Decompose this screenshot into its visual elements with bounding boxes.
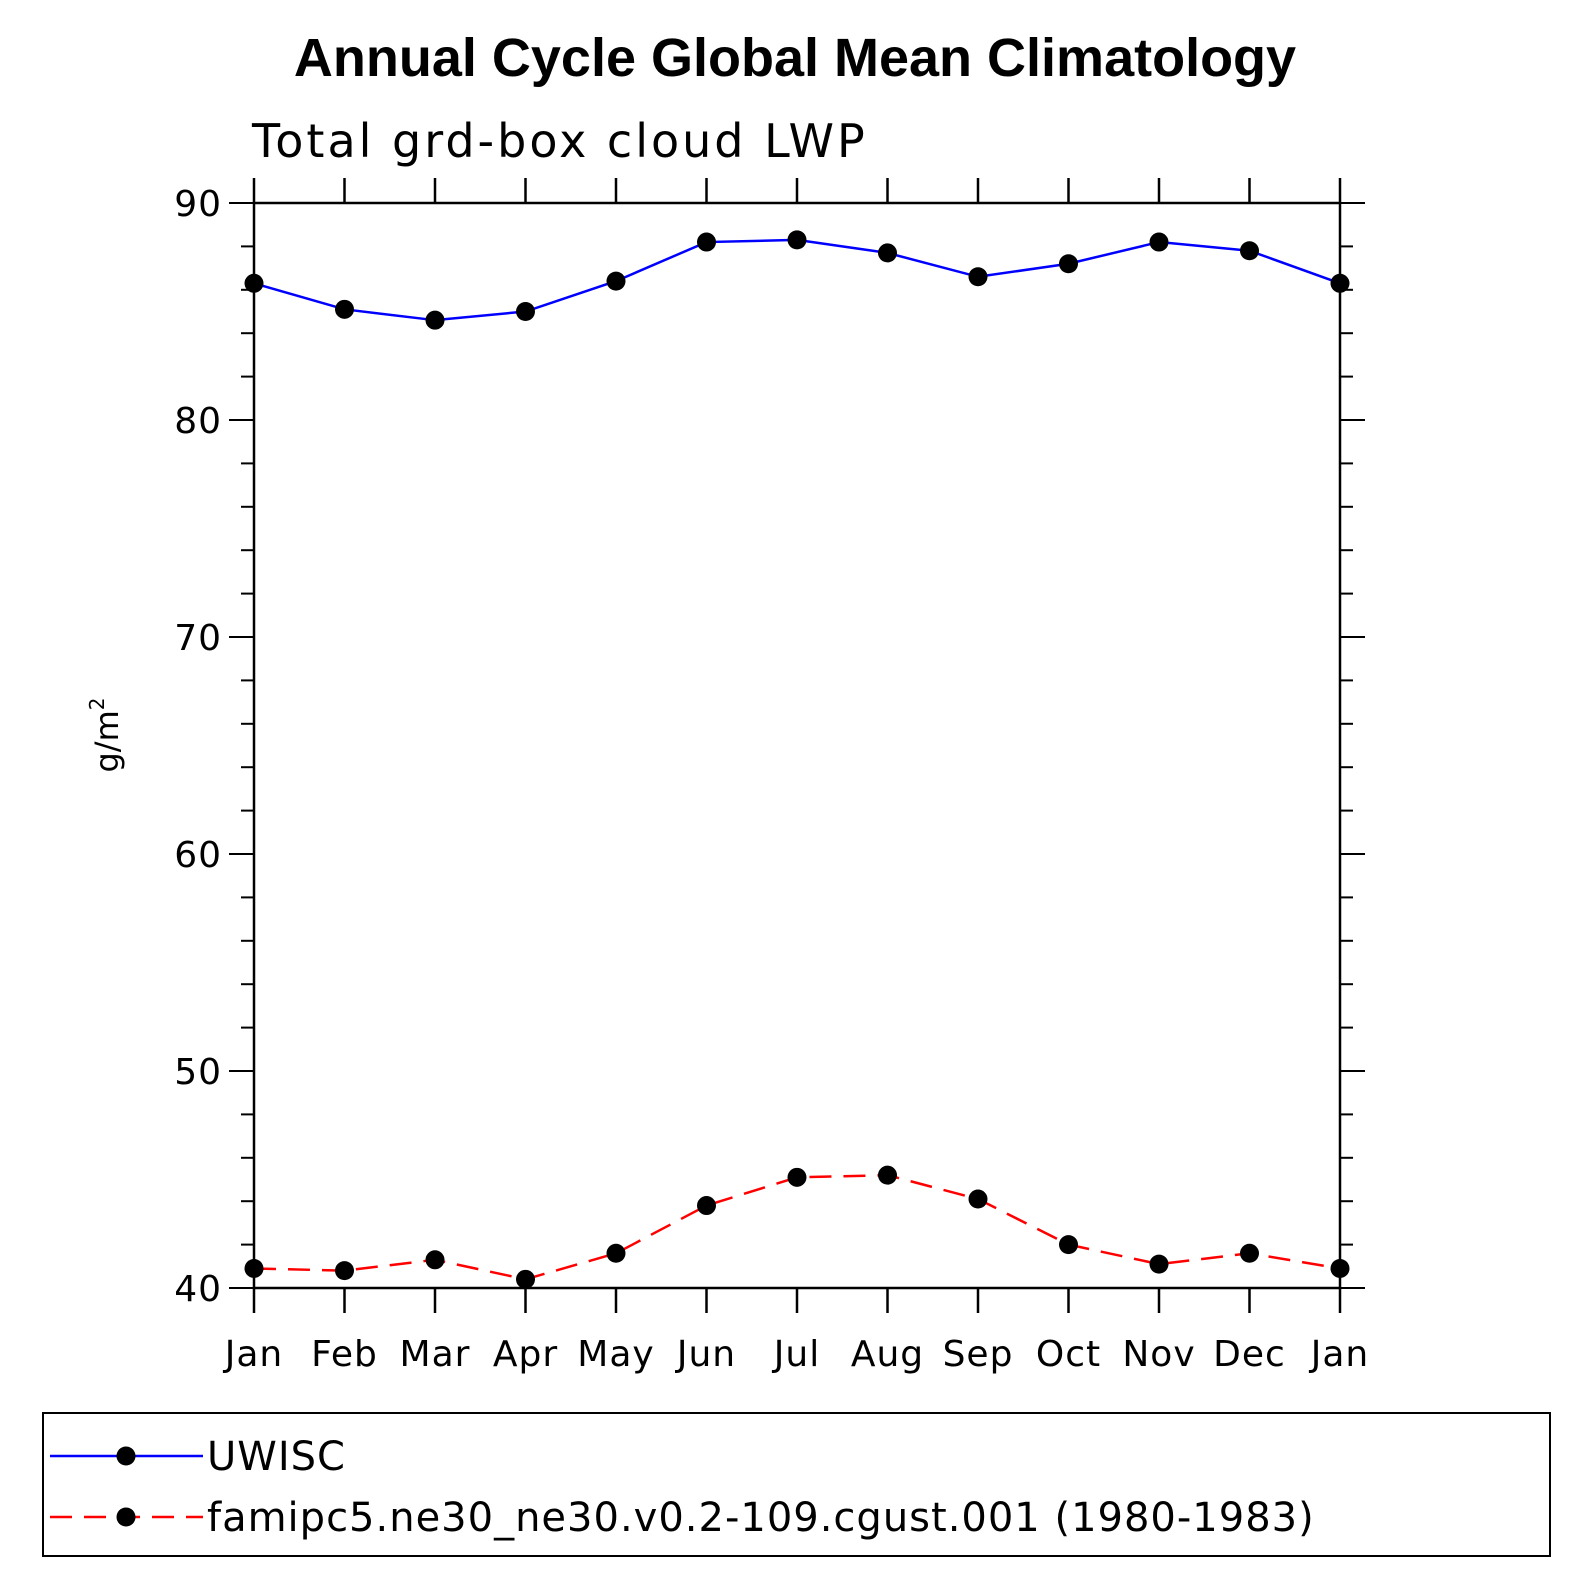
legend-entry-1: UWISC [50,1434,346,1480]
data-point [878,243,897,263]
data-point [787,230,807,250]
data-point [1059,1235,1078,1255]
legend-entry-2: famipc5.ne30_ne30.v0.2-109.cgust.001 (19… [50,1495,1315,1541]
data-point [1149,232,1169,252]
x-tick-label: Jan [223,1334,284,1375]
data-point [1240,241,1259,261]
svg-text:g/m2: g/m2 [85,698,126,773]
data-point [787,1167,807,1187]
x-tick-label: Oct [1036,1334,1101,1375]
x-tick-label: Jan [1309,1334,1370,1375]
y-tick-label: 60 [174,835,222,876]
legend-label: UWISC [207,1434,346,1480]
legend: UWISC famipc5.ne30_ne30.v0.2-109.cgust.00… [42,1412,1551,1557]
x-tick-label: May [577,1334,654,1375]
legend-marker [116,1446,136,1466]
data-point [1059,254,1078,274]
y-axis-label-text: g/m [88,710,126,772]
y-tick-label: 40 [174,1269,222,1310]
legend-marker [116,1507,136,1527]
data-point [968,267,988,287]
data-point [244,1258,264,1278]
x-tick-label: Jun [675,1334,736,1375]
data-point [516,1269,535,1289]
data-point [606,1243,626,1263]
data-point [1149,1254,1169,1274]
y-tick-label: 70 [174,618,222,659]
series-line [253,1173,1341,1281]
plot-border [252,201,1342,1290]
chart-subtitle: Total grd-box cloud LWP [251,114,868,168]
series-layer [244,230,1350,1289]
legend-box [42,1412,1551,1557]
axis-ticks [229,178,1365,1313]
y-axis-label: g/m2 [85,698,126,773]
x-tick-label: Sep [943,1334,1014,1375]
data-point [425,1250,445,1270]
chart-title: Annual Cycle Global Mean Climatology [294,28,1296,88]
series-1 [244,230,1350,330]
x-tick-label: Apr [493,1334,558,1375]
x-tick-labels: Jan Feb Mar Apr May Jun Jul Aug Sep Oct Nov Dec Jan [223,1334,1370,1375]
y-axis-label-superscript: 2 [85,698,109,711]
data-point [878,1165,897,1185]
plot-frame [252,201,1342,1290]
data-point [244,273,264,293]
x-tick-label: Mar [400,1334,471,1375]
x-tick-label: Aug [851,1334,924,1375]
data-point [606,271,626,291]
x-tick-label: Nov [1122,1334,1195,1375]
data-point [697,232,716,252]
x-tick-label: Feb [311,1334,378,1375]
data-point [697,1196,716,1216]
y-tick-label: 80 [174,401,222,442]
y-tick-label: 50 [174,1052,222,1093]
data-point [1330,1258,1350,1278]
x-tick-label: Jul [772,1334,820,1375]
legend-label: famipc5.ne30_ne30.v0.2-109.cgust.001 (19… [207,1495,1315,1541]
data-point [335,1261,354,1281]
data-point [425,310,445,330]
y-tick-label: 90 [174,184,222,225]
data-point [335,299,354,319]
data-point [516,302,535,321]
data-point [1330,273,1350,293]
series-line [253,238,1341,322]
x-tick-label: Dec [1213,1334,1286,1375]
y-tick-labels: 40 50 60 70 80 90 [174,184,222,1310]
data-point [968,1189,988,1209]
data-point [1240,1243,1259,1263]
series-2 [244,1165,1350,1289]
